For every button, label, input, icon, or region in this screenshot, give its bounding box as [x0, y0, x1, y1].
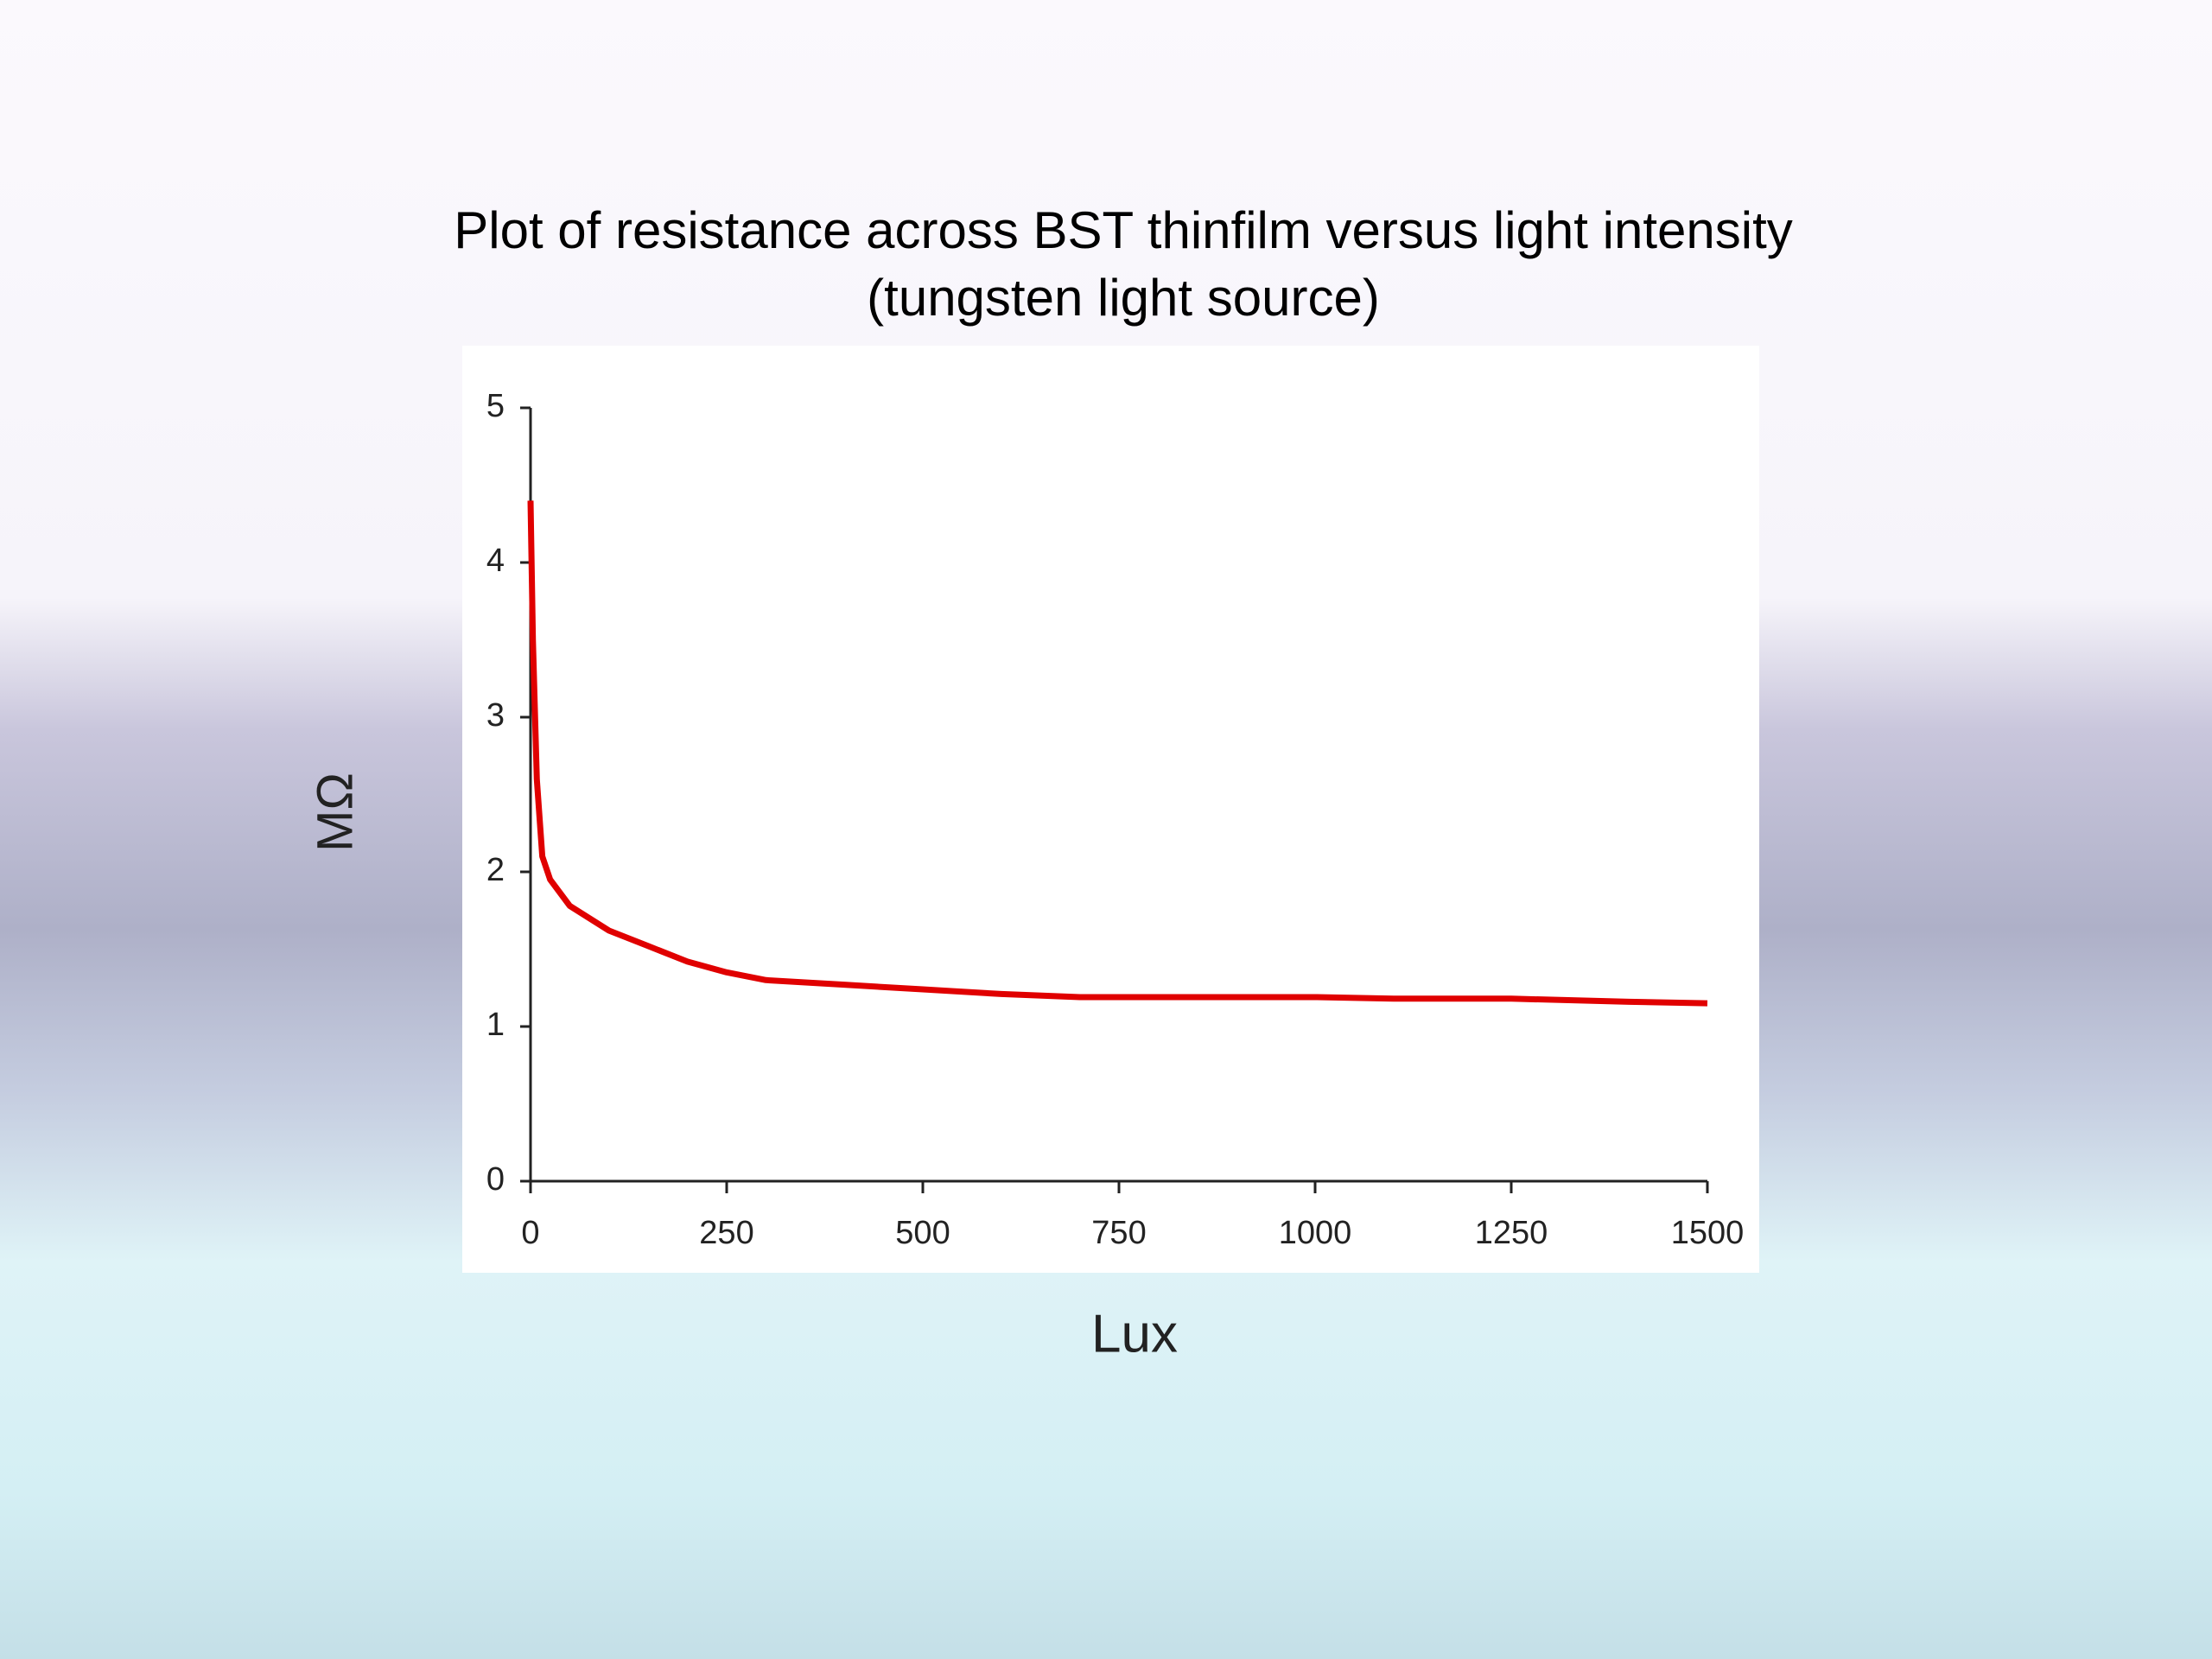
x-tick-label: 1500	[1671, 1215, 1745, 1251]
plot-background	[462, 346, 1759, 1273]
y-tick-label: 0	[486, 1161, 505, 1198]
x-tick-label: 1000	[1279, 1215, 1352, 1251]
y-tick-label: 1	[486, 1007, 505, 1043]
x-tick-label: 1250	[1475, 1215, 1548, 1251]
x-axis-label: Lux	[1091, 1304, 1178, 1363]
y-tick-label: 2	[486, 852, 505, 888]
x-tick-label: 750	[1091, 1215, 1146, 1251]
chart-title: Plot of resistance across BST thinfilm v…	[454, 201, 1793, 327]
x-tick-label: 250	[699, 1215, 753, 1251]
y-axis-label: MΩ	[307, 772, 363, 852]
x-tick-label: 0	[521, 1215, 539, 1251]
y-tick-label: 3	[486, 697, 505, 734]
y-tick-label: 5	[486, 388, 505, 424]
x-tick-label: 500	[895, 1215, 950, 1251]
y-tick-label: 4	[486, 543, 505, 579]
data-line	[527, 500, 1708, 1007]
